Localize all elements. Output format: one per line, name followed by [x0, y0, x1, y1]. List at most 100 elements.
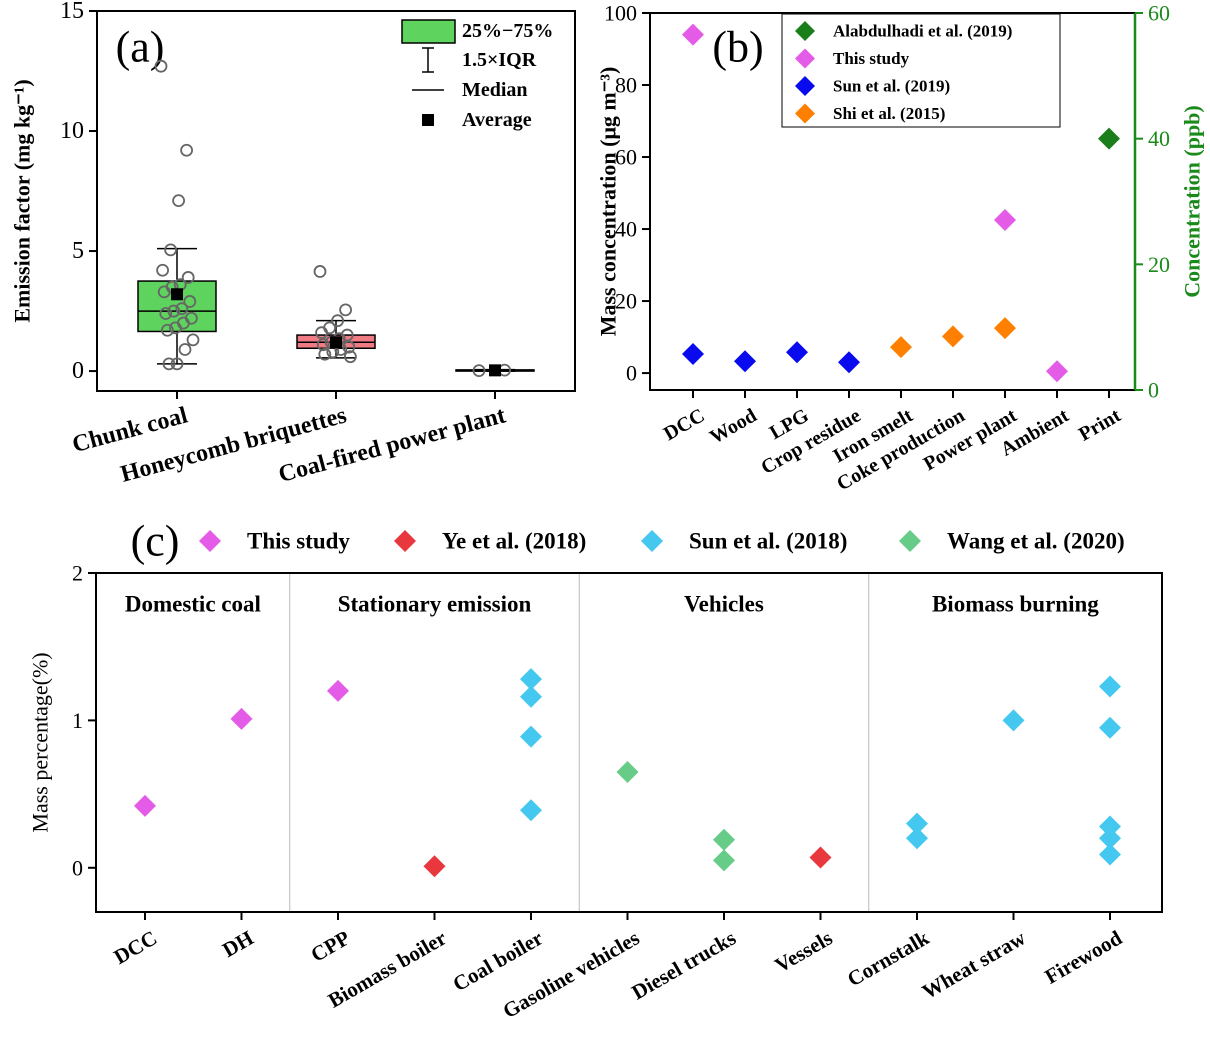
y-tick-label: 1 [72, 708, 83, 733]
group-label: Stationary emission [338, 592, 532, 617]
group-label: Domestic coal [125, 592, 261, 617]
data-point [156, 263, 170, 277]
x-tick-label: DCC [110, 926, 161, 970]
data-point [1099, 827, 1121, 850]
legend-label: Average [462, 109, 532, 131]
legend-average [422, 114, 434, 126]
data-point [157, 285, 171, 299]
y-tick-label: 15 [60, 0, 84, 24]
data-point [994, 209, 1016, 232]
data-point [154, 59, 168, 73]
x-tick-label: DH [218, 926, 257, 963]
data-point [170, 357, 184, 371]
legend-marker [394, 530, 416, 552]
data-point [313, 265, 327, 278]
data-point [342, 340, 356, 354]
data-point [162, 357, 176, 371]
data-point [682, 342, 704, 365]
data-point [1099, 843, 1121, 866]
data-point [230, 707, 253, 730]
data-point [134, 794, 156, 817]
legend-marker [795, 76, 815, 96]
y-tick-label: 0 [72, 855, 83, 880]
x-tick-label: Diesel trucks [627, 926, 740, 1005]
panel-label: (c) [131, 517, 180, 566]
panel-label: (b) [712, 23, 763, 72]
y-tick-label: 20 [615, 289, 637, 314]
group-label: Vehicles [684, 592, 764, 617]
data-point [159, 307, 173, 320]
y-axis-label: Mass percentage(%) [28, 652, 53, 832]
data-point [713, 828, 735, 851]
legend-marker [899, 530, 921, 552]
data-point [178, 343, 192, 356]
y-tick-label: 60 [615, 145, 637, 170]
legend-marker [795, 21, 815, 41]
y-tick-label: 40 [615, 217, 637, 242]
group-label: Biomass burning [932, 592, 1099, 617]
mean [330, 336, 342, 349]
legend-label: Wang et al. (2020) [947, 529, 1125, 554]
x-tick-label: DCC [660, 404, 709, 445]
data-point [318, 347, 332, 361]
data-point [838, 351, 860, 374]
y-axis-label: Mass concentration (μg m⁻³) [596, 67, 621, 337]
data-point [994, 317, 1016, 340]
legend-marker [795, 48, 815, 69]
x-tick-label: Firewood [1041, 925, 1127, 988]
y-tick-label: 10 [60, 118, 84, 144]
data-point [172, 194, 186, 208]
data-point [713, 849, 735, 872]
legend-label: Ye et al. (2018) [442, 529, 586, 554]
data-point [168, 321, 182, 335]
legend-label: Sun et al. (2019) [833, 77, 950, 96]
plot-frame [95, 572, 1163, 913]
data-point [890, 336, 912, 359]
mean [171, 288, 183, 301]
data-point [520, 685, 542, 708]
data-point [786, 341, 808, 364]
data-point [343, 350, 357, 364]
data-point [906, 812, 928, 835]
y-tick-label: 2 [72, 561, 83, 586]
legend-label: Sun et al. (2018) [689, 529, 847, 554]
data-point [520, 725, 542, 748]
data-point [1098, 127, 1120, 150]
data-point [164, 243, 178, 257]
data-point [942, 325, 964, 348]
data-point [316, 338, 330, 352]
y-tick-label: 0 [72, 358, 84, 384]
data-point [340, 328, 354, 342]
data-point [1002, 709, 1025, 732]
data-point [1046, 360, 1068, 383]
data-point [181, 271, 195, 284]
data-point [331, 314, 345, 328]
data-point [809, 846, 832, 869]
legend-label: Median [462, 79, 528, 101]
y-tick-label: 100 [604, 1, 637, 26]
data-point [183, 295, 197, 308]
y2-tick-label: 60 [1148, 1, 1170, 26]
x-tick-label: Wheat straw [918, 925, 1030, 1004]
y2-tick-label: 0 [1148, 378, 1159, 403]
legend-label: This study [833, 49, 910, 68]
data-point [327, 679, 349, 702]
x-tick-label: Vessels [771, 926, 837, 978]
data-point [339, 303, 353, 317]
legend-marker [795, 103, 815, 124]
y-axis-label: Emission factor (mg kg⁻¹) [10, 79, 35, 322]
legend-label: 1.5×IQR [462, 49, 537, 71]
legend-label: This study [247, 529, 350, 554]
data-point [520, 668, 542, 691]
legend-label: Alabdulhadi et al. (2019) [833, 22, 1012, 41]
x-tick-label: CPP [307, 926, 355, 967]
data-point [520, 799, 542, 822]
y2-tick-label: 40 [1148, 126, 1170, 151]
data-point [423, 855, 446, 878]
data-point [906, 827, 928, 850]
y2-axis-label: Concentration (ppb) [1180, 105, 1205, 298]
data-point [682, 23, 704, 46]
data-point [175, 302, 189, 316]
data-point [472, 364, 486, 377]
